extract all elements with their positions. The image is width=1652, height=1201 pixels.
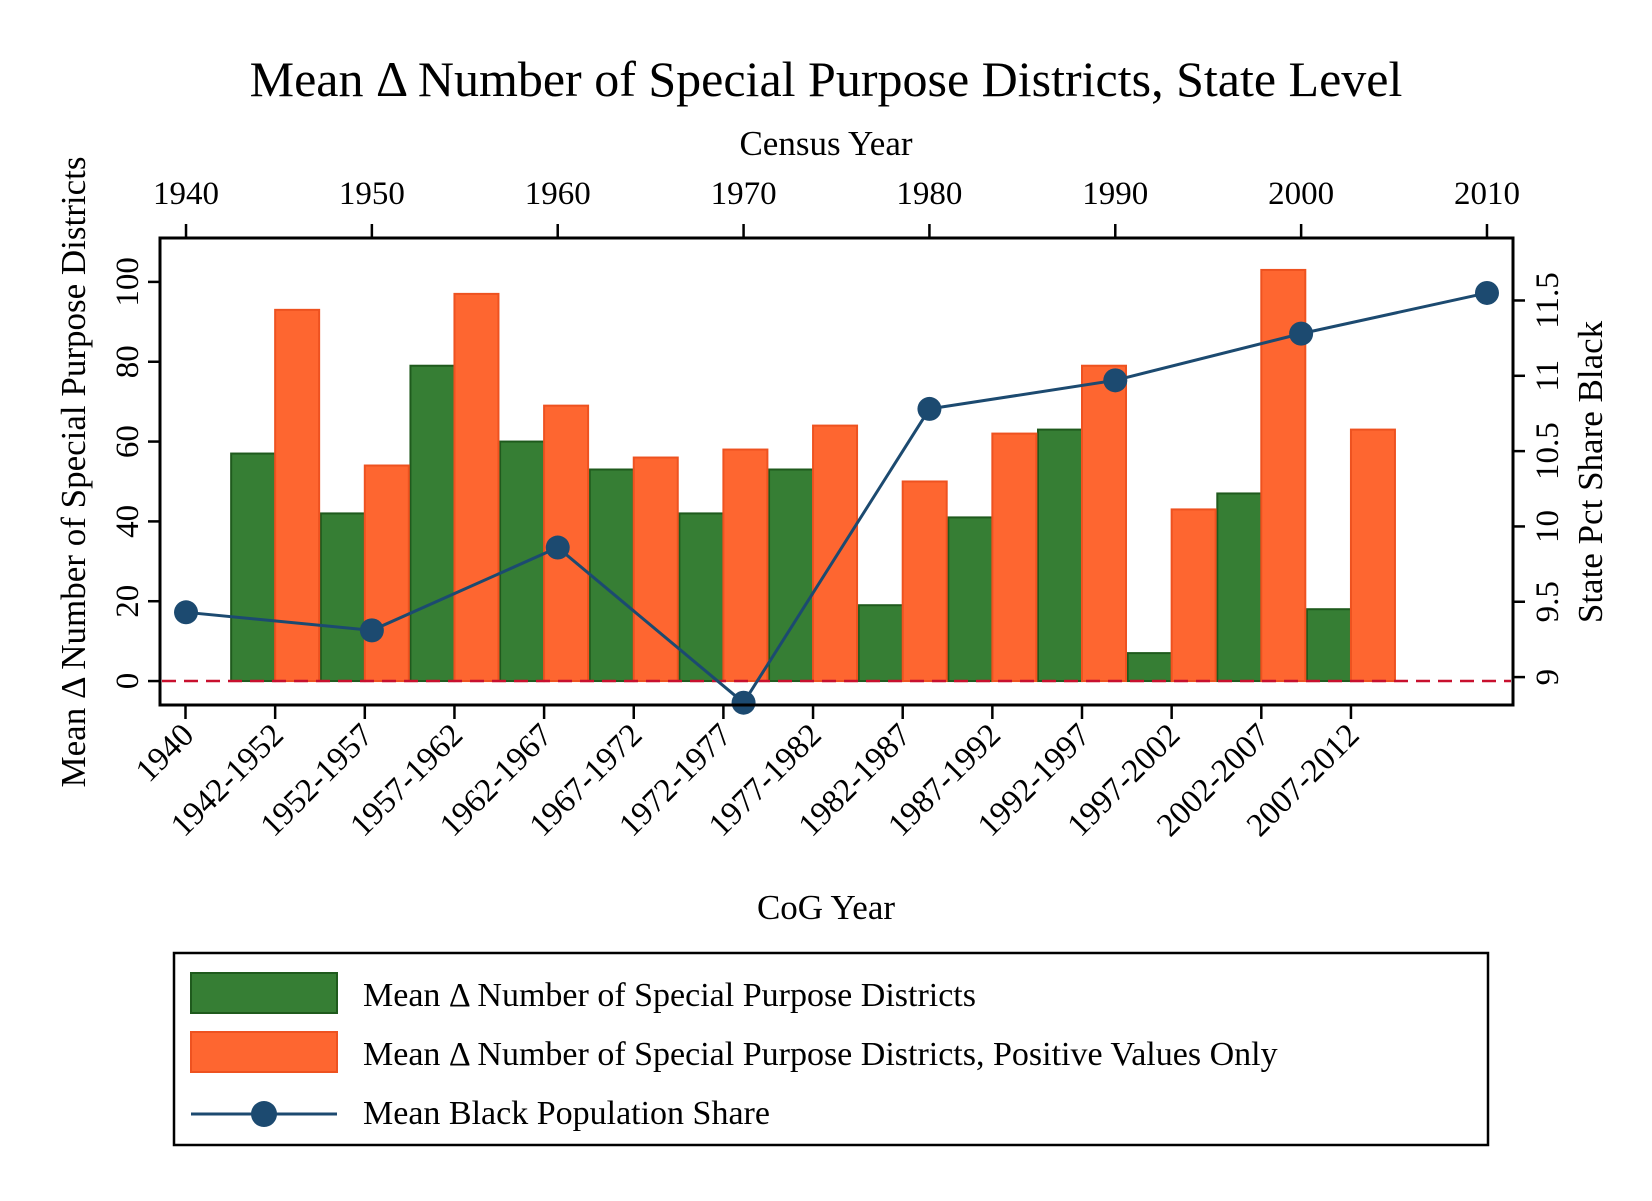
- chart-title: Mean Δ Number of Special Purpose Distric…: [250, 51, 1403, 107]
- black-share-marker: [1289, 321, 1314, 346]
- bar-mean-change: [1037, 428, 1083, 683]
- black-share-marker: [1103, 368, 1128, 393]
- black-share-marker: [174, 600, 199, 625]
- bar-mean-change-positive: [1170, 508, 1217, 683]
- bar-mean-change: [409, 364, 456, 683]
- plot-frame: [158, 236, 1515, 707]
- legend: Mean Δ Number of Special Purpose Distric…: [172, 951, 1490, 1147]
- bottom-tick-label: 1940: [129, 717, 201, 789]
- legend-swatch-green: [190, 972, 338, 1014]
- top-tick-label: 2000: [1268, 176, 1334, 212]
- bar-mean-change-positive: [812, 424, 859, 683]
- top-tick-label: 2010: [1454, 176, 1520, 212]
- bar-mean-change: [678, 512, 725, 683]
- legend-label-green: Mean Δ Number of Special Purpose Distric…: [363, 977, 976, 1014]
- top-tick-label: 1970: [711, 176, 777, 212]
- left-tick-label: 20: [110, 585, 146, 618]
- bar-mean-change: [857, 604, 904, 683]
- top-tick-label: 1990: [1082, 176, 1148, 212]
- black-share-marker: [917, 396, 942, 421]
- right-axis: 9 9.5 10 10.5 11 11.5: [1513, 272, 1566, 685]
- left-tick-label: 60: [110, 425, 146, 458]
- left-tick-label: 100: [110, 257, 146, 307]
- bar-mean-change-positive: [363, 464, 410, 683]
- black-share-marker: [731, 690, 756, 715]
- black-share-marker: [1474, 280, 1499, 305]
- bar-mean-change: [230, 452, 277, 683]
- right-axis-title: State Pct Share Black: [1571, 320, 1610, 623]
- bottom-axis: 19401942-19521952-19571957-19621962-1967…: [129, 705, 1367, 844]
- bar-mean-change-positive: [453, 292, 500, 683]
- bar-mean-change-positive: [274, 308, 321, 683]
- right-tick-label: 9: [1530, 669, 1566, 686]
- legend-label-orange: Mean Δ Number of Special Purpose Distric…: [363, 1036, 1278, 1073]
- right-tick-label: 10.5: [1530, 422, 1566, 480]
- bar-mean-change-positive: [1349, 428, 1396, 683]
- bar-mean-change: [499, 440, 546, 683]
- left-tick-label: 40: [110, 505, 146, 538]
- left-axis-title: Mean Δ Number of Special Purpose Distric…: [54, 156, 93, 787]
- bar-mean-change: [1216, 492, 1263, 683]
- legend-swatch-orange: [190, 1031, 338, 1073]
- right-tick-label: 11: [1530, 360, 1566, 392]
- left-axis: 0 20 40 60 80 100: [110, 257, 160, 689]
- right-tick-label: 11.5: [1530, 272, 1566, 329]
- bar-mean-change-positive: [901, 480, 948, 683]
- bar-mean-change-positive: [632, 456, 679, 683]
- bar-mean-change-positive: [1081, 364, 1127, 683]
- bar-mean-change: [319, 512, 366, 683]
- bar-mean-change: [1305, 608, 1352, 683]
- bar-mean-change-positive: [991, 432, 1038, 683]
- left-tick-label: 80: [110, 345, 146, 378]
- top-tick-label: 1950: [339, 176, 405, 212]
- top-tick-label: 1940: [153, 176, 219, 212]
- bar-mean-change: [947, 516, 994, 683]
- bar-mean-change-positive: [722, 448, 769, 683]
- right-tick-label: 10: [1530, 510, 1566, 543]
- legend-frame: [172, 951, 1490, 1147]
- left-tick-label: 0: [110, 673, 146, 690]
- bar-mean-change: [768, 468, 815, 683]
- black-share-line: [185, 291, 1488, 705]
- top-tick-label: 1960: [525, 176, 591, 212]
- bar-mean-change: [588, 468, 635, 683]
- right-tick-label: 9.5: [1530, 581, 1566, 622]
- bars: [230, 268, 1396, 683]
- legend-marker-sample: [251, 1101, 277, 1127]
- black-share-marker: [545, 535, 570, 560]
- legend-label-line: Mean Black Population Share: [363, 1095, 770, 1132]
- top-tick-label: 1980: [896, 176, 962, 212]
- top-axis: 1940 1950 1960 1970 1980 1990 2000 2010: [153, 176, 1520, 238]
- bottom-axis-title: CoG Year: [757, 888, 895, 927]
- top-axis-title: Census Year: [739, 124, 912, 163]
- black-share-marker: [359, 618, 384, 643]
- black-share-line-series: [174, 280, 1499, 715]
- bar-mean-change: [1126, 652, 1173, 683]
